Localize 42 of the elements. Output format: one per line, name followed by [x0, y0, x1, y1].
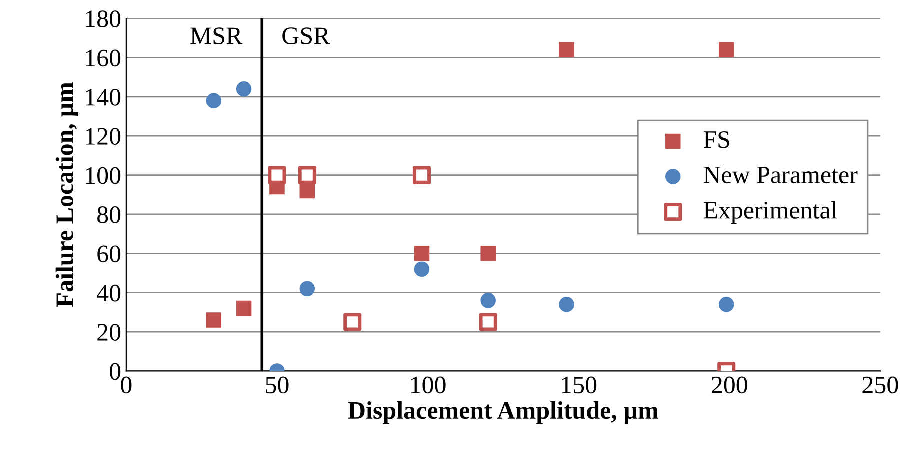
point: [414, 262, 430, 277]
x-tick-label: 250: [862, 376, 898, 394]
legend-label: FS: [704, 131, 730, 148]
point: [268, 166, 286, 184]
annotation: GSR: [282, 28, 330, 44]
point: [412, 166, 432, 184]
point: [480, 293, 496, 308]
y-tick-label: 40: [97, 284, 121, 302]
point: [344, 313, 362, 332]
x-tick-label: 0: [121, 376, 132, 394]
point: [559, 296, 574, 312]
x-tick-label: 50: [266, 376, 289, 394]
point: [206, 93, 222, 108]
annotation: MSR: [190, 28, 243, 44]
y-axis-title: Failure Location, µm: [56, 82, 79, 308]
x-tick-label: 100: [411, 376, 446, 394]
point: [480, 246, 496, 262]
point: [236, 81, 252, 97]
y-tick-label: 140: [86, 88, 121, 106]
y-tick-label: 0: [110, 363, 121, 380]
y-tick-label: 160: [86, 50, 121, 67]
point: [559, 42, 574, 58]
point: [298, 166, 316, 184]
x-axis-title: Displacement Amplitude, µm: [348, 402, 658, 424]
y-tick-label: 20: [98, 324, 121, 341]
y-tick-label: 120: [86, 128, 121, 146]
point: [414, 246, 430, 262]
x-tick-label: 200: [712, 376, 748, 394]
point: [300, 183, 316, 199]
legend-label: Experimental: [704, 201, 838, 224]
point: [300, 281, 316, 297]
point: [718, 296, 734, 312]
y-tick-label: 100: [86, 167, 121, 184]
point: [236, 300, 252, 316]
legend-label: New Parameter: [704, 166, 858, 184]
point: [206, 312, 222, 328]
y-tick-label: 80: [98, 206, 121, 224]
point: [479, 313, 498, 332]
y-tick-label: 60: [98, 246, 121, 263]
x-tick-label: 150: [562, 376, 597, 394]
point: [718, 42, 734, 58]
y-tick-label: 180: [86, 10, 121, 28]
